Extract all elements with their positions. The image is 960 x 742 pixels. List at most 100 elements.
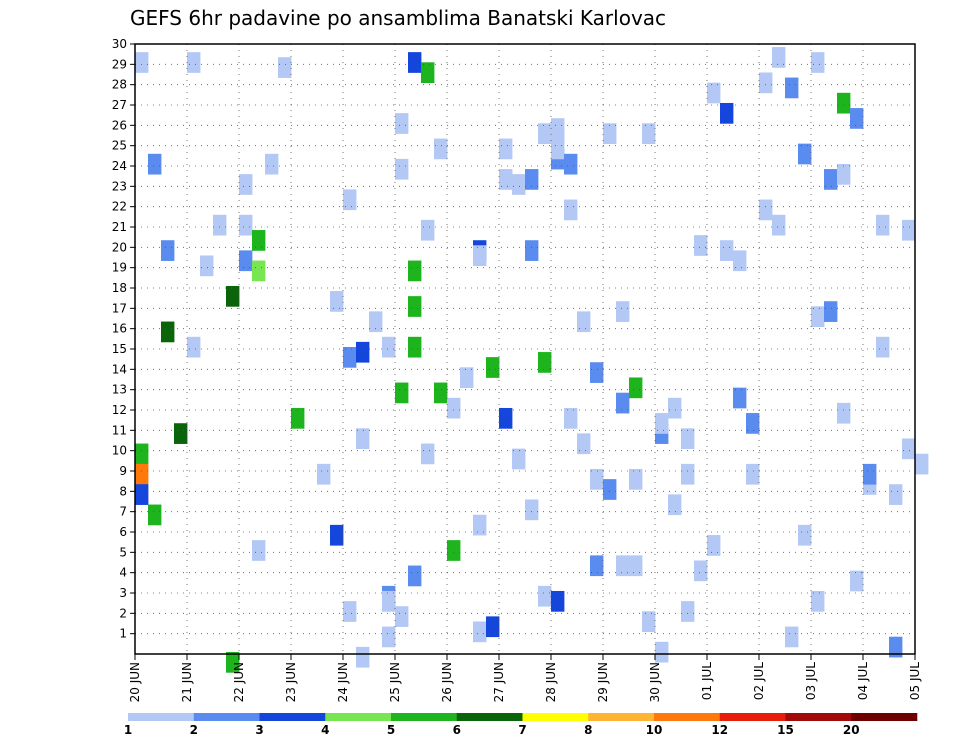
legend-label: 6 xyxy=(453,723,461,737)
heatmap-cell xyxy=(395,113,409,134)
x-tick-label: 24 JUN xyxy=(336,662,350,702)
heatmap-cell xyxy=(200,255,214,277)
heatmap-cell xyxy=(629,555,643,577)
legend-label: 15 xyxy=(777,723,794,737)
heatmap-cell xyxy=(681,428,695,450)
y-tick-label: 25 xyxy=(112,139,127,153)
x-tick-label: 30 JUN xyxy=(648,662,662,702)
heatmap-cell xyxy=(343,601,357,622)
heatmap-cell xyxy=(408,565,422,587)
heatmap-cell xyxy=(252,540,266,561)
heatmap-cell xyxy=(564,407,578,429)
x-tick-label: 03 JUL xyxy=(804,662,818,700)
heatmap-cell xyxy=(330,291,344,312)
heatmap-cell xyxy=(603,479,617,500)
heatmap-cell xyxy=(759,72,773,94)
legend-label: 1 xyxy=(124,723,132,737)
heatmap-cell xyxy=(317,463,331,485)
heatmap-cell xyxy=(421,62,435,84)
heatmap-cell xyxy=(525,499,539,521)
heatmap-cell xyxy=(421,219,435,241)
heatmap-cell xyxy=(564,153,578,175)
heatmap-cell xyxy=(187,52,201,73)
x-tick-label: 23 JUN xyxy=(284,662,298,702)
heatmap-cell xyxy=(239,250,253,272)
heatmap-cell xyxy=(499,407,513,429)
legend-swatch xyxy=(654,713,721,721)
x-tick-label: 22 JUN xyxy=(232,662,246,702)
legend-label: 3 xyxy=(255,723,263,737)
heatmap-cell xyxy=(447,397,461,419)
legend-swatch xyxy=(522,713,589,721)
heatmap-cell xyxy=(668,397,682,419)
heatmap-cell xyxy=(395,606,409,627)
heatmap-cell xyxy=(135,443,149,465)
heatmap-cell xyxy=(408,336,422,358)
grid-lines xyxy=(135,44,915,654)
heatmap-cell xyxy=(356,341,370,363)
heatmap-cell xyxy=(616,301,630,322)
legend-label: 5 xyxy=(387,723,395,737)
heatmap-cell xyxy=(824,169,838,190)
legend-swatch xyxy=(719,713,786,721)
heatmap-cell xyxy=(421,443,435,465)
heatmap-cell xyxy=(915,453,929,475)
y-tick-label: 10 xyxy=(112,444,127,458)
heatmap-cell xyxy=(707,82,721,104)
legend-label: 8 xyxy=(584,723,592,737)
heatmap-cell xyxy=(135,484,149,505)
heatmap-cell xyxy=(161,240,175,261)
y-tick-label: 13 xyxy=(112,383,127,397)
heatmap-cell xyxy=(681,601,695,622)
y-tick-label: 12 xyxy=(112,403,127,417)
y-tick-label: 14 xyxy=(112,362,127,376)
heatmap-cells xyxy=(135,47,929,673)
heatmap-cell xyxy=(343,189,357,211)
x-axis: 20 JUN 21 JUN 22 JUN 23 JUN 24 JUN 25 JUN 26 J… xyxy=(128,654,922,702)
heatmap-cell xyxy=(876,336,890,358)
heatmap-cell xyxy=(655,413,669,434)
heatmap-cell xyxy=(343,346,357,368)
heatmap-cell xyxy=(824,301,838,322)
x-tick-label: 05 JUL xyxy=(908,662,922,700)
heatmap-cell xyxy=(161,321,175,343)
heatmap-cell xyxy=(863,463,877,485)
heatmap-cell xyxy=(473,514,487,536)
heatmap-cell xyxy=(226,651,240,673)
heatmap-cell xyxy=(590,362,604,383)
x-tick-label: 27 JUN xyxy=(492,662,506,702)
y-tick-label: 21 xyxy=(112,220,127,234)
heatmap-cell xyxy=(889,636,903,658)
heatmap-cell xyxy=(447,540,461,561)
heatmap-cell xyxy=(499,138,513,160)
heatmap-cell xyxy=(473,621,487,643)
heatmap-cell xyxy=(746,413,760,434)
heatmap-cell xyxy=(707,535,721,556)
heatmap-cell xyxy=(642,123,656,145)
heatmap-cell xyxy=(772,47,786,68)
x-tick-label: 26 JUN xyxy=(440,662,454,702)
y-tick-label: 5 xyxy=(119,545,127,559)
heatmap-cell xyxy=(668,494,682,516)
legend-label: 12 xyxy=(711,723,728,737)
heatmap-cell xyxy=(876,214,890,236)
heatmap-cell xyxy=(265,153,279,175)
heatmap-cell xyxy=(694,235,708,256)
y-tick-label: 28 xyxy=(112,78,127,92)
legend-swatch xyxy=(391,713,458,721)
heatmap-cell xyxy=(772,214,786,236)
heatmap-cell xyxy=(499,169,513,190)
heatmap-cell xyxy=(902,438,916,460)
y-tick-label: 26 xyxy=(112,118,127,132)
heatmap-cell xyxy=(629,468,643,490)
y-tick-label: 4 xyxy=(119,566,127,580)
heatmap-cell xyxy=(395,158,409,180)
heatmap-cell xyxy=(551,118,565,139)
heatmap-cell xyxy=(538,123,552,145)
heatmap-cell xyxy=(473,245,487,267)
heatmap-cell xyxy=(356,428,370,450)
heatmap-cell xyxy=(408,52,422,73)
heatmap-cell xyxy=(720,102,734,124)
heatmap-cell xyxy=(616,555,630,577)
